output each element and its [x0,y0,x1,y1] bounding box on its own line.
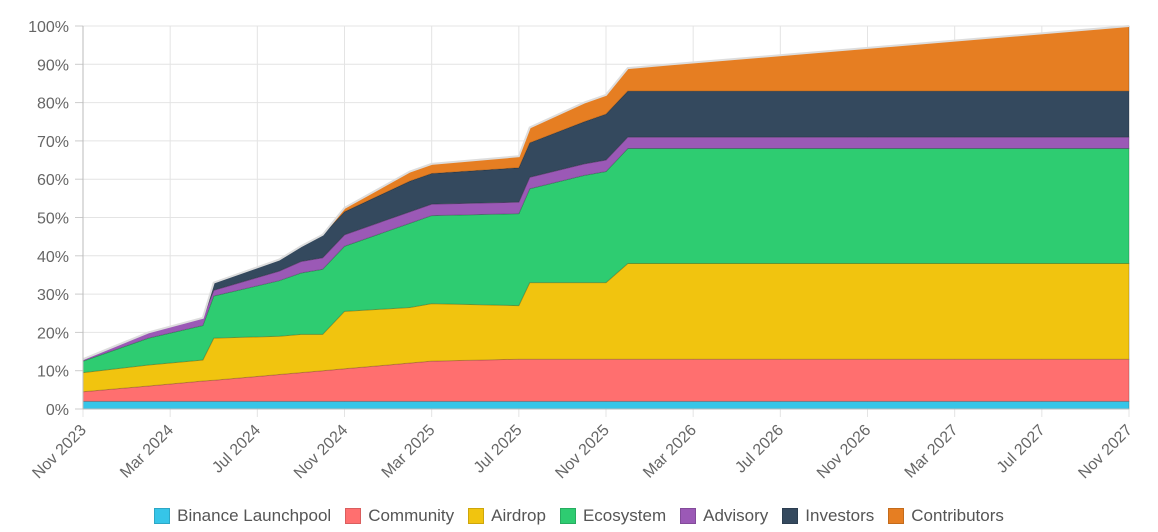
legend-swatch [154,508,171,524]
y-tick-label: 30% [37,287,69,304]
y-tick-label: 60% [37,172,69,189]
axes [82,26,1129,410]
y-tick-label: 100% [28,19,69,36]
x-tick-label: Mar 2024 [117,422,177,482]
legend-item-binance-launchpool[interactable]: Binance Launchpool [154,506,331,526]
x-tick-label: Nov 2025 [552,422,613,483]
stacked-area-chart: 0% 10% 20% 30% 40% 50% 60% 70% 80% 90% 100% Nov 20… [28,19,1136,483]
y-tick-label: 10% [37,364,69,381]
y-tick-label: 90% [37,57,69,74]
legend-item-investors[interactable]: Investors [782,506,874,526]
legend-label: Binance Launchpool [177,506,332,525]
legend-label: Airdrop [491,506,546,525]
y-tick-label: 40% [37,249,69,266]
legend-item-contributors[interactable]: Contributors [888,506,1004,526]
x-tick-label: Mar 2025 [379,422,439,482]
x-tick-label: Nov 2024 [291,422,352,483]
x-tick-label: Mar 2026 [640,422,700,482]
legend-item-airdrop[interactable]: Airdrop [468,506,546,526]
legend-item-community[interactable]: Community [345,506,454,526]
x-tick-label: Nov 2026 [814,422,875,483]
y-tick-label: 70% [37,134,69,151]
legend-label: Community [368,506,455,525]
legend-item-ecosystem[interactable]: Ecosystem [559,506,667,526]
x-tick-label: Nov 2023 [29,422,90,483]
x-tick-label: Nov 2027 [1075,422,1136,483]
y-tick-label: 0% [46,402,69,419]
area-binance-launchpool [82,400,1130,410]
legend-swatch [559,508,576,524]
x-tick-label: Mar 2027 [902,422,962,482]
legend-label: Investors [805,506,875,525]
legend-label: Advisory [703,506,769,525]
area-series [82,25,1130,410]
legend-swatch [680,508,697,524]
x-axis-ticks: Nov 2023 Mar 2024 Jul 2024 Nov 2024 Mar 2025… [29,422,1136,483]
legend-label: Contributors [911,506,1004,525]
x-tick-label: Jul 2026 [732,422,787,477]
legend-swatch [468,508,485,524]
x-tick-label: Jul 2027 [994,422,1049,477]
y-tick-label: 20% [37,325,69,342]
legend-swatch [345,508,362,524]
x-tick-label: Jul 2025 [471,422,526,477]
legend-swatch [888,508,905,524]
legend-label: Ecosystem [582,506,667,525]
y-axis-ticks: 0% 10% 20% 30% 40% 50% 60% 70% 80% 90% 100% [28,19,69,419]
total-outline [82,25,1130,361]
y-tick-label: 80% [37,96,69,113]
legend-item-advisory[interactable]: Advisory [680,506,768,526]
legend-swatch [782,508,799,524]
legend: Binance Launchpool Community Airdrop Ecosys… [0,502,1158,530]
y-tick-label: 50% [37,211,69,228]
x-tick-label: Jul 2024 [209,422,264,477]
area-community [82,358,1130,402]
